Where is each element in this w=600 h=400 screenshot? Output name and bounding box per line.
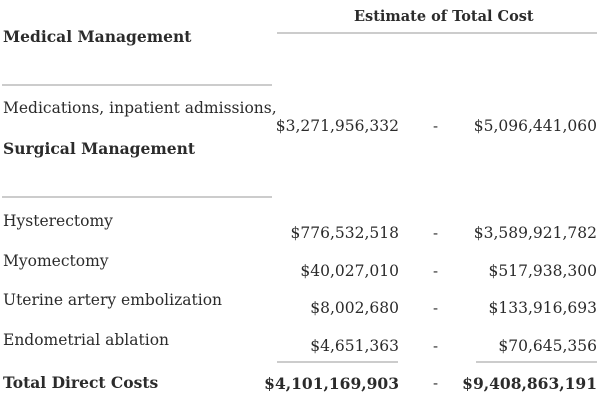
section-rule-surgical [2, 196, 272, 198]
row-label: Endometrial ablation [3, 331, 170, 349]
row-high-estimate: $517,938,300 [488, 262, 597, 280]
total-rule-low [277, 361, 398, 363]
row-label: Hysterectomy [3, 212, 113, 230]
range-separator: - [433, 224, 439, 242]
range-separator: - [433, 262, 439, 280]
row-high-estimate: $5,096,441,060 [473, 117, 597, 135]
section-title-medical: Medical Management [3, 27, 192, 46]
column-header-estimate: Estimate of Total Cost [354, 8, 534, 25]
total-rule-high [476, 361, 597, 363]
total-low-estimate: $4,101,169,903 [264, 374, 399, 393]
row-low-estimate: $3,271,956,332 [275, 117, 399, 135]
row-high-estimate: $3,589,921,782 [473, 224, 597, 242]
row-label: Uterine artery embolization [3, 291, 223, 309]
row-high-estimate: $133,916,693 [488, 299, 597, 317]
total-label: Total Direct Costs [3, 373, 159, 392]
section-title-surgical: Surgical Management [3, 139, 196, 158]
row-high-estimate: $70,645,356 [498, 337, 597, 355]
row-label: Medications, inpatient admissions, [3, 99, 277, 117]
range-separator: - [433, 374, 439, 392]
total-high-estimate: $9,408,863,191 [462, 374, 597, 393]
row-low-estimate: $40,027,010 [300, 262, 399, 280]
range-separator: - [433, 299, 439, 317]
row-low-estimate: $776,532,518 [290, 224, 399, 242]
row-low-estimate: $8,002,680 [310, 299, 399, 317]
header-rule [277, 32, 597, 34]
section-rule-medical [2, 84, 272, 86]
range-separator: - [433, 337, 439, 355]
range-separator: - [433, 117, 439, 135]
row-label: Myomectomy [3, 252, 109, 270]
row-low-estimate: $4,651,363 [310, 337, 399, 355]
